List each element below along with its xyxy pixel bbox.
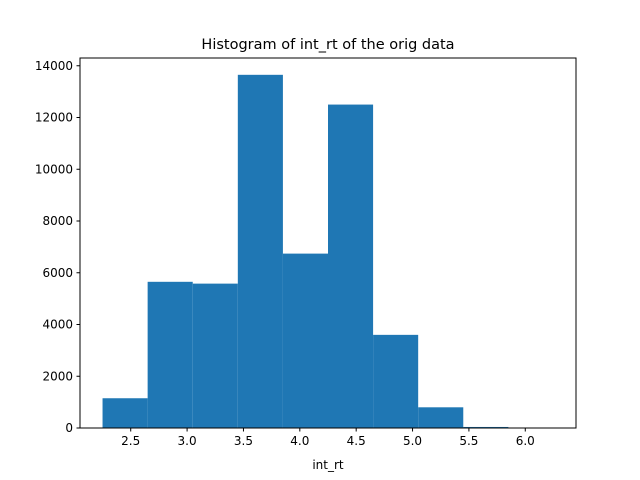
x-tick-label: 4.5 — [347, 434, 366, 448]
y-tick-label: 2000 — [42, 369, 73, 383]
histogram-bar-7 — [418, 407, 464, 428]
plot-frame — [79, 57, 577, 429]
y-tick-label: 6000 — [42, 266, 73, 280]
y-tick-label: 8000 — [42, 214, 73, 228]
histogram-bar-1 — [147, 281, 193, 428]
histogram-bar-2 — [192, 283, 238, 428]
histogram-bar-8 — [463, 426, 509, 428]
x-tick-label: 4.0 — [290, 434, 309, 448]
y-tick-label: 10000 — [35, 162, 73, 176]
chart-title: Histogram of int_rt of the orig data — [201, 37, 454, 53]
x-tick-label: 3.0 — [178, 434, 197, 448]
histogram-bar-3 — [237, 74, 283, 429]
histogram-bar-5 — [328, 104, 374, 428]
x-tick-label: 3.5 — [234, 434, 253, 448]
x-tick-label: 2.5 — [121, 434, 140, 448]
x-tick-label: 6.0 — [516, 434, 535, 448]
histogram-bar-0 — [102, 398, 148, 428]
x-tick-label: 5.5 — [459, 434, 478, 448]
y-tick-label: 0 — [65, 421, 73, 435]
y-tick-label: 14000 — [35, 59, 73, 73]
bars-group — [102, 74, 554, 429]
x-axis-ticks: 2.5 3.0 3.5 4.0 4.5 5.0 5.5 6.0 — [121, 428, 535, 448]
x-axis-label: int_rt — [312, 458, 344, 472]
histogram-bar-4 — [282, 253, 328, 428]
y-axis-ticks: 0 2000 4000 6000 8000 10000 12000 14000 — [35, 59, 80, 435]
y-tick-label: 12000 — [35, 111, 73, 125]
x-tick-label: 5.0 — [403, 434, 422, 448]
y-tick-label: 4000 — [42, 318, 73, 332]
histogram-bar-6 — [373, 334, 419, 428]
